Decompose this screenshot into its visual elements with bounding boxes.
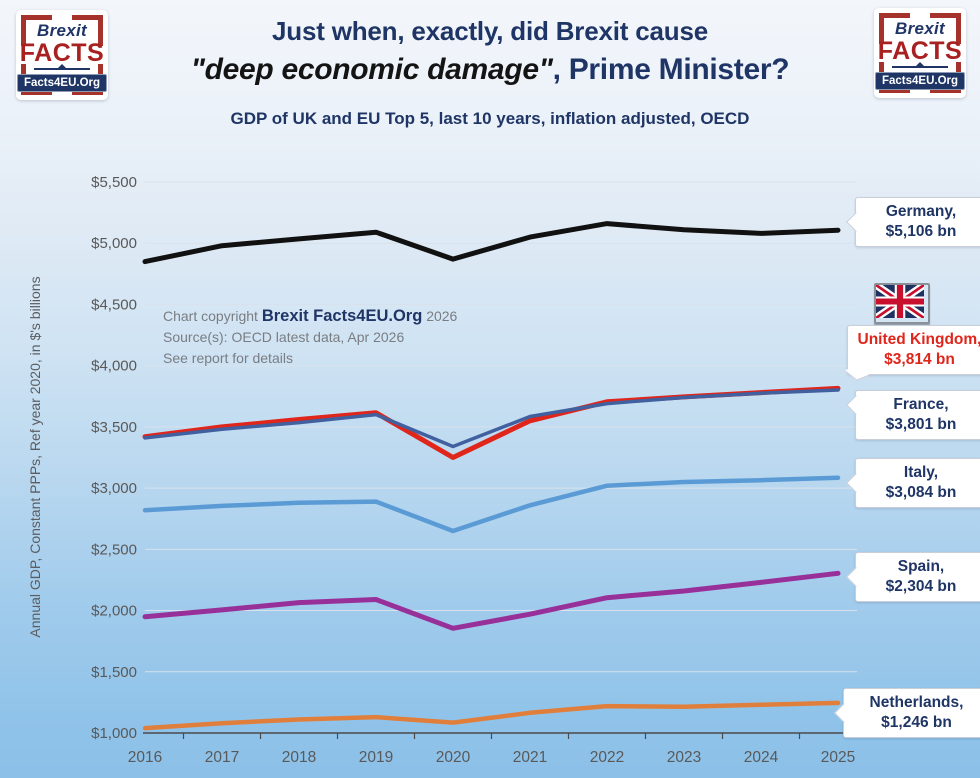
callout-spain-label: Spain, [897, 558, 945, 575]
copyright-brand: Brexit Facts4EU.Org [261, 307, 423, 325]
logo-corner-bracket [879, 13, 910, 44]
x-axis-tick-label: 2016 [128, 749, 162, 766]
x-axis-tick-label: 2018 [282, 749, 316, 766]
callout-germany-value: $5,106 bn [885, 223, 957, 240]
y-axis-tick-label: $1,000 [91, 725, 137, 742]
copyright-annotation: Chart copyright Brexit Facts4EU.Org 2026… [163, 306, 457, 369]
logo-corner-bracket [72, 15, 103, 46]
line-germany [142, 221, 841, 265]
y-axis-tick-label: $5,500 [91, 174, 137, 191]
x-axis-tick-label: 2023 [667, 749, 701, 766]
y-axis-tick-label: $2,000 [91, 603, 137, 620]
callout-spain-value: $2,304 bn [885, 578, 957, 595]
title-line-1: Just when, exactly, did Brexit cause [272, 16, 708, 46]
callout-france-label: France, [893, 396, 949, 413]
x-axis-tick-label: 2025 [821, 749, 855, 766]
x-axis-tick-label: 2024 [744, 749, 779, 766]
logo-brexit-text: Brexit [895, 19, 945, 38]
copyright-year: 2026 [422, 308, 458, 324]
callout-united-kingdom: United Kingdom, $3,814 bn [847, 325, 980, 375]
callout-italy: Italy, $3,084 bn [855, 458, 980, 508]
y-axis-tick-label: $1,500 [91, 664, 137, 681]
y-axis-tick-label: $5,000 [91, 235, 137, 252]
logo-facts-text: FACTS [877, 37, 963, 65]
callout-spain: Spain, $2,304 bn [855, 552, 980, 602]
logo-divider [34, 64, 90, 70]
chart-header: Just when, exactly, did Brexit cause "de… [120, 16, 860, 129]
logo-divider [892, 62, 948, 68]
line-spain [142, 570, 841, 631]
x-axis-tick-label: 2022 [590, 749, 624, 766]
uk-flag-icon [874, 283, 930, 324]
brexit-facts-logo-left: Brexit FACTS Facts4EU.Org [16, 10, 108, 100]
callout-netherlands-label: Netherlands, [869, 694, 964, 711]
details-line: See report for details [163, 350, 293, 366]
x-axis-tick-label: 2017 [205, 749, 239, 766]
brexit-facts-logo-right: Brexit FACTS Facts4EU.Org [874, 8, 966, 98]
source-line: Source(s): OECD latest data, Apr 2026 [163, 329, 405, 345]
callout-uk-value: $3,814 bn [884, 351, 955, 368]
y-axis-tick-label: $3,500 [91, 419, 137, 436]
copyright-prefix: Chart copyright [163, 308, 262, 324]
callout-germany: Germany, $5,106 bn [855, 197, 980, 247]
callout-netherlands-value: $1,246 bn [881, 714, 952, 731]
y-axis-tick-label: $3,000 [91, 480, 137, 497]
logo-brexit-text: Brexit [37, 21, 87, 40]
callout-france: France, $3,801 bn [855, 390, 980, 440]
title-after-quote: , Prime Minister? [552, 53, 790, 86]
title-line-2: "deep economic damage", Prime Minister? [120, 53, 860, 87]
logo-facts-text: FACTS [19, 39, 105, 67]
logo-corner-bracket [930, 13, 961, 44]
callout-germany-label: Germany, [885, 203, 957, 220]
x-axis-tick-label: 2021 [513, 749, 547, 766]
logo-site-banner: Facts4EU.Org [874, 72, 966, 90]
line-united-kingdom [142, 385, 841, 460]
x-axis-tick-label: 2019 [359, 749, 393, 766]
chart-subtitle: GDP of UK and EU Top 5, last 10 years, i… [230, 109, 750, 128]
y-axis-tick-label: $2,500 [91, 541, 137, 558]
copyright-line: Chart copyright Brexit Facts4EU.Org 2026 [163, 306, 457, 327]
line-italy [142, 475, 841, 534]
x-axis-tick-label: 2020 [436, 749, 471, 766]
callout-netherlands: Netherlands, $1,246 bn [843, 688, 980, 738]
y-axis-title: Annual GDP, Constant PPPs, Ref year 2020… [27, 276, 43, 637]
y-axis-tick-label: $4,000 [91, 358, 137, 375]
title-quote: "deep economic damage" [190, 53, 553, 86]
callout-italy-value: $3,084 bn [885, 484, 957, 501]
logo-corner-bracket [21, 15, 52, 46]
logo-site-banner: Facts4EU.Org [16, 74, 108, 92]
y-axis-tick-label: $4,500 [91, 296, 137, 313]
line-france [143, 388, 840, 449]
callout-uk-label: United Kingdom, [857, 331, 980, 348]
line-netherlands [142, 700, 841, 731]
callout-france-value: $3,801 bn [885, 416, 957, 433]
callout-italy-label: Italy, [903, 464, 939, 481]
